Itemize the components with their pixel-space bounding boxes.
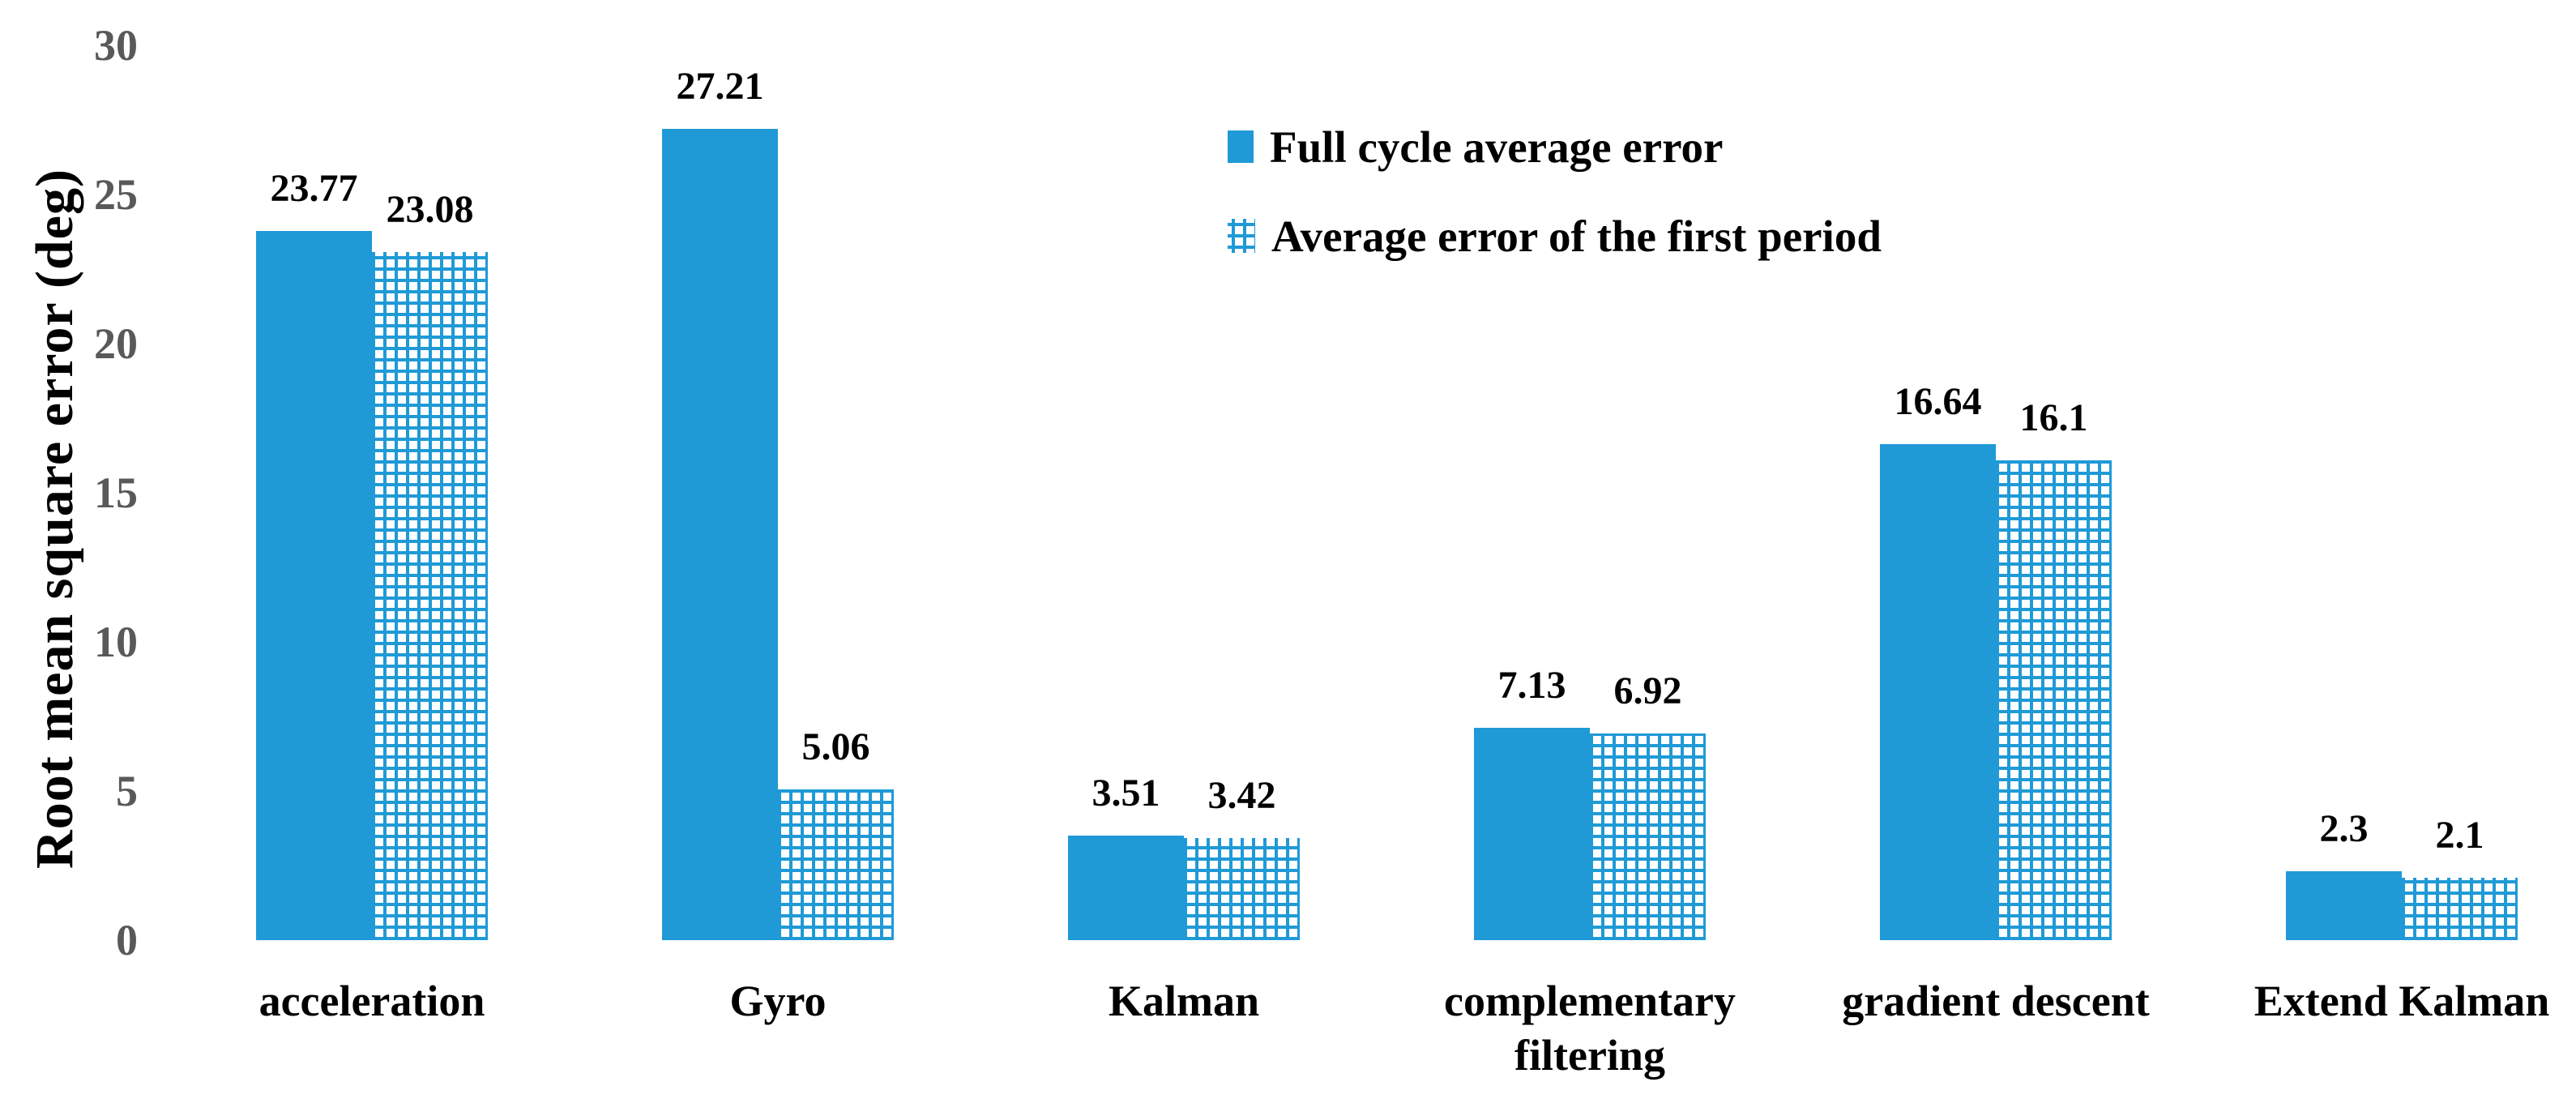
legend: Full cycle average error Average error o… bbox=[1228, 120, 1882, 298]
bar-full-cycle-acceleration bbox=[256, 231, 372, 940]
value-label-first-period-acceleration: 23.08 bbox=[386, 188, 474, 231]
value-label-full-cycle-complementary-filtering: 7.13 bbox=[1497, 664, 1566, 707]
bar-full-cycle-gyro bbox=[662, 129, 778, 940]
legend-label-full-cycle: Full cycle average error bbox=[1270, 122, 1724, 172]
x-category-label-kalman: Kalman bbox=[1108, 977, 1260, 1025]
value-label-first-period-kalman: 3.42 bbox=[1207, 774, 1276, 817]
bar-first-period-gyro bbox=[778, 789, 894, 940]
bar-first-period-complementary-filtering bbox=[1590, 733, 1706, 940]
value-label-first-period-gyro: 5.06 bbox=[801, 725, 870, 768]
bar-full-cycle-kalman bbox=[1068, 836, 1184, 940]
x-category-label-complementary-filtering: complementary filtering bbox=[1444, 977, 1736, 1080]
value-label-full-cycle-gyro: 27.21 bbox=[676, 65, 764, 108]
value-label-full-cycle-gradient-descent: 16.64 bbox=[1894, 380, 1982, 423]
bar-first-period-extend-kalman bbox=[2402, 878, 2518, 940]
bar-first-period-gradient-descent bbox=[1996, 460, 2112, 940]
x-category-label-acceleration: acceleration bbox=[258, 977, 485, 1025]
y-tick-label-25: 25 bbox=[94, 170, 138, 219]
x-category-label-gyro: Gyro bbox=[729, 977, 827, 1025]
y-axis-title: Root mean square error (deg) bbox=[25, 169, 84, 869]
legend-marker-crosshatch-icon bbox=[1228, 219, 1255, 253]
y-tick-label-30: 30 bbox=[94, 21, 138, 70]
x-category-label-extend-kalman: Extend Kalman bbox=[2253, 977, 2550, 1025]
legend-item-first-period: Average error of the first period bbox=[1228, 209, 1882, 263]
y-tick-label-0: 0 bbox=[116, 916, 138, 964]
value-label-first-period-extend-kalman: 2.1 bbox=[2435, 814, 2484, 857]
y-tick-label-20: 20 bbox=[94, 319, 138, 368]
y-tick-label-5: 5 bbox=[116, 767, 138, 815]
y-tick-label-10: 10 bbox=[94, 618, 138, 666]
value-label-full-cycle-kalman: 3.51 bbox=[1091, 772, 1160, 815]
bar-full-cycle-extend-kalman bbox=[2286, 871, 2402, 940]
value-label-full-cycle-acceleration: 23.77 bbox=[270, 167, 358, 210]
x-category-label-gradient-descent: gradient descent bbox=[1842, 977, 2150, 1025]
y-tick-label-15: 15 bbox=[94, 468, 138, 517]
bar-full-cycle-complementary-filtering bbox=[1474, 728, 1590, 940]
value-label-full-cycle-extend-kalman: 2.3 bbox=[2319, 807, 2369, 850]
legend-marker-solid-icon bbox=[1228, 130, 1254, 163]
bar-first-period-acceleration bbox=[372, 252, 488, 940]
value-label-first-period-gradient-descent: 16.1 bbox=[2019, 396, 2088, 439]
bar-full-cycle-gradient-descent bbox=[1880, 444, 1996, 940]
bar-first-period-kalman bbox=[1184, 838, 1300, 940]
legend-label-first-period: Average error of the first period bbox=[1271, 211, 1882, 261]
value-label-first-period-complementary-filtering: 6.92 bbox=[1613, 669, 1682, 712]
legend-item-full-cycle: Full cycle average error bbox=[1228, 120, 1882, 173]
